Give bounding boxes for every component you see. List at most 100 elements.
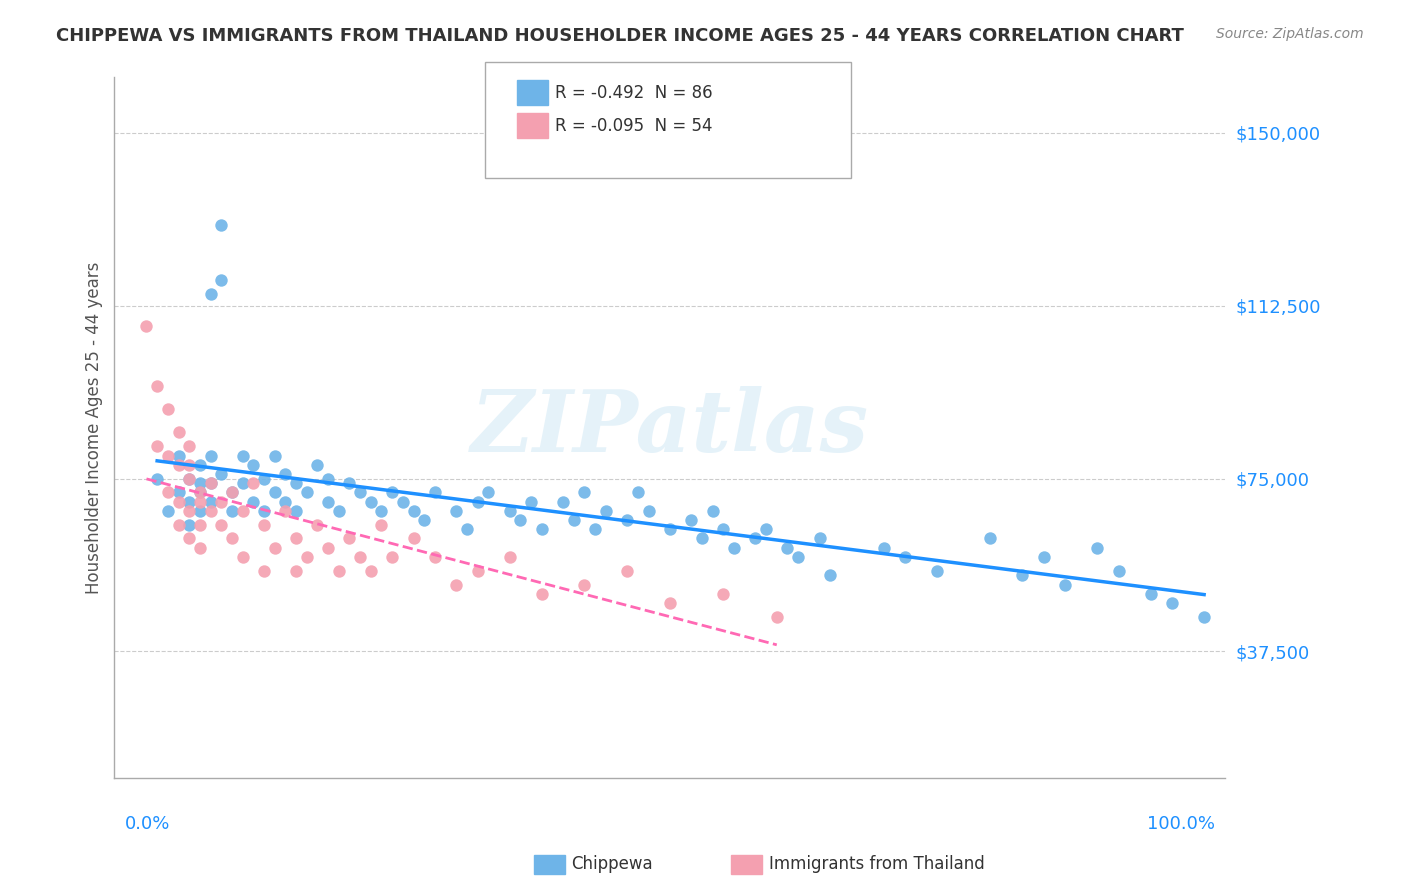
Point: [179, 517, 201, 532]
Point: [316, 472, 339, 486]
Point: [690, 532, 713, 546]
Point: [146, 439, 169, 453]
Point: [339, 476, 361, 491]
Point: [339, 532, 361, 546]
Point: [499, 549, 522, 564]
Point: [232, 449, 254, 463]
Text: 100.0%: 100.0%: [1147, 815, 1215, 833]
Point: [188, 485, 211, 500]
Point: [200, 287, 222, 301]
Point: [200, 504, 222, 518]
Point: [467, 494, 489, 508]
Point: [574, 485, 596, 500]
Point: [616, 564, 638, 578]
Point: [370, 504, 392, 518]
Point: [188, 485, 211, 500]
Point: [702, 504, 724, 518]
Point: [156, 485, 179, 500]
Point: [221, 485, 243, 500]
Point: [179, 494, 201, 508]
Point: [188, 541, 211, 555]
Point: [209, 218, 232, 232]
Point: [285, 532, 308, 546]
Point: [232, 549, 254, 564]
Point: [349, 549, 371, 564]
Point: [681, 513, 703, 527]
Point: [1108, 564, 1130, 578]
Point: [316, 494, 339, 508]
Point: [402, 532, 425, 546]
Point: [402, 504, 425, 518]
Point: [295, 485, 318, 500]
Point: [446, 577, 468, 591]
Point: [627, 485, 650, 500]
Point: [242, 476, 264, 491]
Point: [209, 273, 232, 287]
Point: [295, 549, 318, 564]
Point: [1032, 549, 1054, 564]
Point: [179, 472, 201, 486]
Point: [209, 467, 232, 481]
Point: [200, 476, 222, 491]
Point: [285, 476, 308, 491]
Point: [562, 513, 585, 527]
Point: [253, 472, 276, 486]
Point: [360, 494, 382, 508]
Text: Source: ZipAtlas.com: Source: ZipAtlas.com: [1216, 27, 1364, 41]
Point: [316, 541, 339, 555]
Point: [232, 476, 254, 491]
Point: [328, 564, 350, 578]
Point: [221, 504, 243, 518]
Point: [156, 402, 179, 417]
Point: [209, 517, 232, 532]
Point: [711, 587, 734, 601]
Point: [253, 564, 276, 578]
Text: R = -0.095  N = 54: R = -0.095 N = 54: [555, 117, 713, 135]
Point: [360, 564, 382, 578]
Point: [188, 494, 211, 508]
Point: [167, 494, 190, 508]
Point: [242, 494, 264, 508]
Point: [328, 504, 350, 518]
Y-axis label: Householder Income Ages 25 - 44 years: Householder Income Ages 25 - 44 years: [86, 261, 103, 594]
Point: [456, 522, 478, 536]
Point: [658, 522, 681, 536]
Point: [179, 504, 201, 518]
Point: [146, 472, 169, 486]
Point: [232, 504, 254, 518]
Point: [423, 549, 446, 564]
Point: [285, 564, 308, 578]
Text: 0.0%: 0.0%: [125, 815, 170, 833]
Point: [167, 485, 190, 500]
Point: [467, 564, 489, 578]
Point: [894, 549, 917, 564]
Point: [595, 504, 617, 518]
Point: [530, 522, 553, 536]
Point: [765, 610, 787, 624]
Point: [583, 522, 606, 536]
Point: [872, 541, 894, 555]
Point: [274, 467, 297, 481]
Point: [808, 532, 831, 546]
Point: [221, 532, 243, 546]
Point: [776, 541, 799, 555]
Point: [167, 449, 190, 463]
Point: [658, 596, 681, 610]
Point: [499, 504, 522, 518]
Point: [221, 485, 243, 500]
Point: [253, 504, 276, 518]
Point: [477, 485, 499, 500]
Point: [263, 541, 285, 555]
Point: [179, 439, 201, 453]
Text: Chippewa: Chippewa: [571, 855, 652, 873]
Point: [200, 494, 222, 508]
Point: [188, 517, 211, 532]
Point: [209, 494, 232, 508]
Point: [509, 513, 531, 527]
Point: [307, 458, 329, 472]
Point: [979, 532, 1001, 546]
Text: ZIPatlas: ZIPatlas: [471, 386, 869, 469]
Point: [188, 458, 211, 472]
Point: [370, 517, 392, 532]
Point: [167, 517, 190, 532]
